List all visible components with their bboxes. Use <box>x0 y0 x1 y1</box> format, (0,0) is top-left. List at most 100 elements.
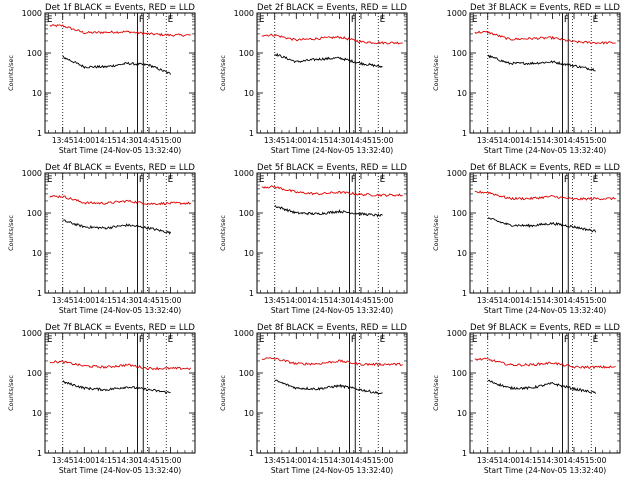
series-line-lld <box>474 357 616 370</box>
interval-box <box>349 12 356 134</box>
x-tick-label: 15:00 <box>160 456 182 465</box>
x-axis-label: Start Time (24-Nov-05 13:32:40) <box>59 306 181 315</box>
event-label: F <box>351 15 356 25</box>
plot-frame <box>469 172 621 294</box>
event-label: F <box>564 335 569 345</box>
x-tick-label: 14:30 <box>542 456 564 465</box>
y-tick-label: 1000 <box>234 329 254 338</box>
x-axis-label: Start Time (24-Nov-05 13:32:40) <box>484 306 606 315</box>
y-tick-label: 1000 <box>447 329 467 338</box>
interval-box <box>562 172 569 294</box>
x-tick-label: 14:15 <box>307 296 329 305</box>
x-tick-label: 14:00 <box>498 136 520 145</box>
interval-box <box>137 172 144 294</box>
event-label: E <box>380 175 386 185</box>
series-line-events <box>487 379 596 394</box>
plot-frame <box>44 332 196 454</box>
x-axis-label: Start Time (24-Nov-05 13:32:40) <box>59 466 181 475</box>
x-tick-label: 14:15 <box>520 456 542 465</box>
x-tick-label: 14:00 <box>285 296 307 305</box>
y-tick-label: 1000 <box>234 9 254 18</box>
y-tick-label: 10 <box>457 409 467 418</box>
x-tick-label: 14:30 <box>117 296 139 305</box>
y-tick-label: 1 <box>249 449 254 458</box>
x-tick-label: 14:45 <box>138 456 160 465</box>
y-tick-label: 1000 <box>447 9 467 18</box>
interval-box <box>562 332 569 454</box>
y-axis-label: Counts/sec <box>219 55 227 91</box>
event-label: E <box>593 335 599 345</box>
plot-frame <box>469 12 621 134</box>
x-tick-label: 14:00 <box>285 136 307 145</box>
chart-panel-4: Det 4f BLACK = Events, RED = LLD Counts/s… <box>7 163 196 315</box>
event-label: E <box>472 335 478 345</box>
x-tick-label: 14:00 <box>285 456 307 465</box>
event-label: E <box>168 15 174 25</box>
x-tick-label: 14:15 <box>307 456 329 465</box>
y-tick-label: 1 <box>37 449 42 458</box>
plot-frame <box>44 172 196 294</box>
x-axis-label: Start Time (24-Nov-05 13:32:40) <box>271 146 393 155</box>
y-tick-label: 1 <box>249 129 254 138</box>
x-tick-label: 15:00 <box>372 136 394 145</box>
x-tick-label: 13:45 <box>264 456 286 465</box>
event-label: E <box>168 335 174 345</box>
y-tick-label: 1000 <box>234 169 254 178</box>
event-label: E <box>168 175 174 185</box>
series-line-lld <box>474 30 616 45</box>
event-label: E <box>593 15 599 25</box>
x-tick-label: 14:45 <box>350 136 372 145</box>
x-tick-label: 14:30 <box>329 136 351 145</box>
series-line-events <box>274 52 383 69</box>
y-tick-label: 100 <box>239 209 254 218</box>
event-label: F <box>139 335 144 345</box>
chart-panel-2: Det 2f BLACK = Events, RED = LLD Counts/s… <box>219 3 408 155</box>
y-tick-label: 1 <box>37 289 42 298</box>
y-tick-label: 1 <box>462 449 467 458</box>
series-line-events <box>62 380 171 394</box>
y-tick-label: 100 <box>239 49 254 58</box>
x-tick-label: 14:30 <box>329 456 351 465</box>
y-axis-label: Counts/sec <box>432 215 440 251</box>
event-label: E <box>472 175 478 185</box>
interval-box <box>562 12 569 134</box>
y-axis-label: Counts/sec <box>7 55 15 91</box>
event-label: F <box>564 15 569 25</box>
event-label: E <box>472 15 478 25</box>
x-tick-label: 14:30 <box>117 456 139 465</box>
series-line-lld <box>49 195 192 206</box>
event-label: E <box>259 15 265 25</box>
y-axis-label: Counts/sec <box>432 55 440 91</box>
interval-box <box>349 172 356 294</box>
x-tick-label: 14:45 <box>138 136 160 145</box>
series-line-lld <box>474 190 616 201</box>
x-tick-label: 13:45 <box>264 136 286 145</box>
series-line-events <box>62 55 171 75</box>
x-tick-label: 13:45 <box>477 136 499 145</box>
x-tick-label: 14:00 <box>498 456 520 465</box>
event-label: F <box>564 175 569 185</box>
y-tick-label: 1 <box>462 129 467 138</box>
event-label: F <box>139 175 144 185</box>
y-tick-label: 10 <box>32 249 42 258</box>
x-tick-label: 14:00 <box>498 296 520 305</box>
x-tick-label: 14:15 <box>95 296 117 305</box>
event-label: E <box>380 15 386 25</box>
x-tick-label: 15:00 <box>372 296 394 305</box>
chart-title: Det 5f BLACK = Events, RED = LLD <box>257 163 407 173</box>
chart-title: Det 8f BLACK = Events, RED = LLD <box>257 323 407 333</box>
series-line-lld <box>261 33 403 45</box>
y-tick-label: 100 <box>27 369 42 378</box>
event-label: F <box>351 175 356 185</box>
x-tick-label: 15:00 <box>160 136 182 145</box>
y-tick-label: 1000 <box>22 329 42 338</box>
chart-panel-5: Det 5f BLACK = Events, RED = LLD Counts/s… <box>219 163 408 315</box>
interval-box <box>137 332 144 454</box>
plot-frame <box>469 332 621 454</box>
chart-panel-6: Det 6f BLACK = Events, RED = LLD Counts/s… <box>432 163 621 315</box>
chart-title: Det 2f BLACK = Events, RED = LLD <box>257 3 407 13</box>
x-tick-label: 14:15 <box>520 296 542 305</box>
y-tick-label: 100 <box>452 49 467 58</box>
series-line-events <box>487 54 596 72</box>
x-axis-label: Start Time (24-Nov-05 13:32:40) <box>271 466 393 475</box>
